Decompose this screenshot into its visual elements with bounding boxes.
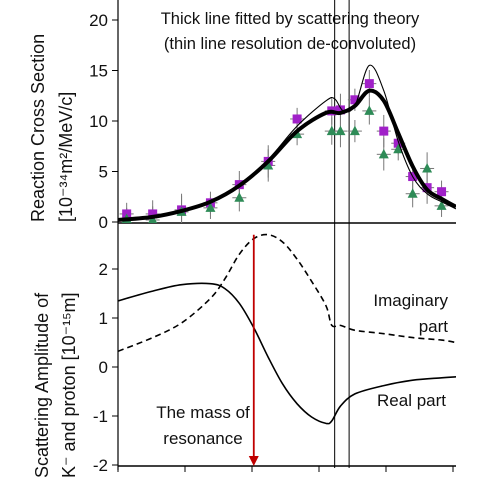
- data-point-square: [364, 79, 374, 89]
- data-point-triangle: [326, 125, 337, 136]
- chart-title-line-2: (thin line resolution de-convoluted): [164, 35, 416, 53]
- bottom-series-group: [118, 223, 456, 468]
- data-point-triangle: [393, 143, 404, 154]
- bottom-plot-area: -2 -1 0 1 2: [93, 223, 456, 475]
- data-point-triangle: [422, 162, 433, 173]
- data-point-square: [335, 105, 345, 115]
- data-point-square: [437, 187, 447, 197]
- title-box: [126, 4, 454, 58]
- data-point-triangle: [364, 105, 375, 115]
- bottom-y-axis-label-1: Scattering Amplitude of: [32, 292, 52, 478]
- top-y-axis-label-2: [10⁻³⁴m²/MeV/c]: [56, 92, 76, 222]
- data-point-triangle: [407, 188, 418, 198]
- data-point-triangle: [349, 125, 360, 136]
- top-y-tick-label: 5: [99, 163, 108, 182]
- top-y-axis-label-1: Reaction Cross Section: [28, 34, 48, 222]
- fit-thick-line: [118, 88, 456, 222]
- top-series-group: [118, 0, 456, 223]
- data-point-triangle: [436, 200, 447, 210]
- top-plot-area: 0 5 10 15 20: [89, 0, 456, 232]
- data-point-square: [292, 114, 302, 124]
- data-point-square: [350, 95, 360, 105]
- imaginary-part-label-line-2: part: [419, 317, 449, 336]
- resonance-arrow-head: [248, 456, 259, 466]
- data-point-triangle: [335, 125, 346, 136]
- imaginary-part-line: [118, 233, 456, 353]
- data-point-triangle: [205, 202, 216, 212]
- real-part-line: [118, 282, 456, 425]
- data-point-triangle: [234, 192, 245, 202]
- bottom-y-tick-label: 0: [99, 358, 108, 377]
- data-point-triangle: [263, 159, 274, 170]
- bottom-y-axis-label-2: K⁻ and proton [10⁻¹⁵m]: [59, 292, 79, 478]
- top-y-tick-label: 20: [89, 11, 108, 30]
- mass-of-resonance-label-line-2: resonance: [163, 429, 242, 448]
- imaginary-part-label-line-1: Imaginary: [373, 291, 448, 310]
- data-point-square: [393, 138, 403, 148]
- bottom-y-tick-label: -2: [93, 456, 108, 475]
- top-y-tick-label: 15: [89, 62, 108, 81]
- bottom-y-tick-label: -1: [93, 407, 108, 426]
- real-part-label: Real part: [377, 391, 446, 410]
- bottom-y-tick-label: 1: [99, 309, 108, 328]
- top-y-tick-label: 0: [99, 213, 108, 232]
- top-y-tick-label: 10: [89, 112, 108, 131]
- bottom-y-tick-label: 2: [99, 260, 108, 279]
- mass-of-resonance-label-line-1: The mass of: [156, 403, 250, 422]
- data-point-triangle: [378, 148, 389, 159]
- data-point-square: [148, 209, 158, 219]
- data-point-square: [379, 126, 389, 136]
- chart-title-line-1: Thick line fitted by scattering theory: [161, 10, 420, 28]
